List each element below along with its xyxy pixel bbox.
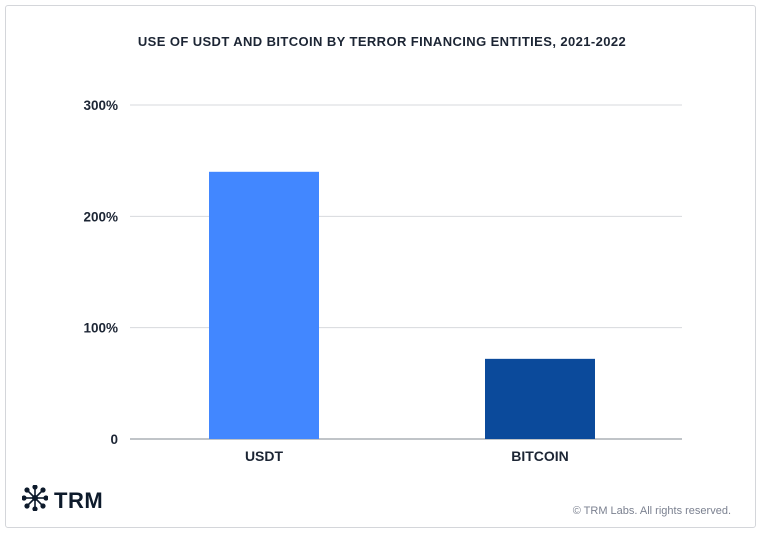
chart-title: USE OF USDT AND BITCOIN BY TERROR FINANC… (137, 34, 627, 49)
x-tick-label: USDT (245, 448, 284, 464)
x-axis-labels: USDT BITCOIN (245, 448, 569, 464)
y-tick-label: 300% (83, 98, 118, 113)
copyright-text: © TRM Labs. All rights reserved. (572, 505, 731, 517)
trm-logo: TRM (21, 484, 104, 516)
y-axis-ticks: 0 100% 200% 300% (83, 98, 118, 447)
x-tick-label: BITCOIN (511, 448, 569, 464)
bar-bitcoin (485, 358, 595, 439)
network-star-icon (21, 484, 49, 516)
bars (209, 171, 595, 440)
y-tick-label: 0 (110, 432, 118, 447)
y-tick-label: 200% (83, 209, 118, 224)
y-tick-label: 100% (83, 321, 118, 336)
bar-usdt (209, 171, 319, 440)
logo-text: TRM (54, 487, 104, 513)
chart-card (5, 5, 756, 528)
